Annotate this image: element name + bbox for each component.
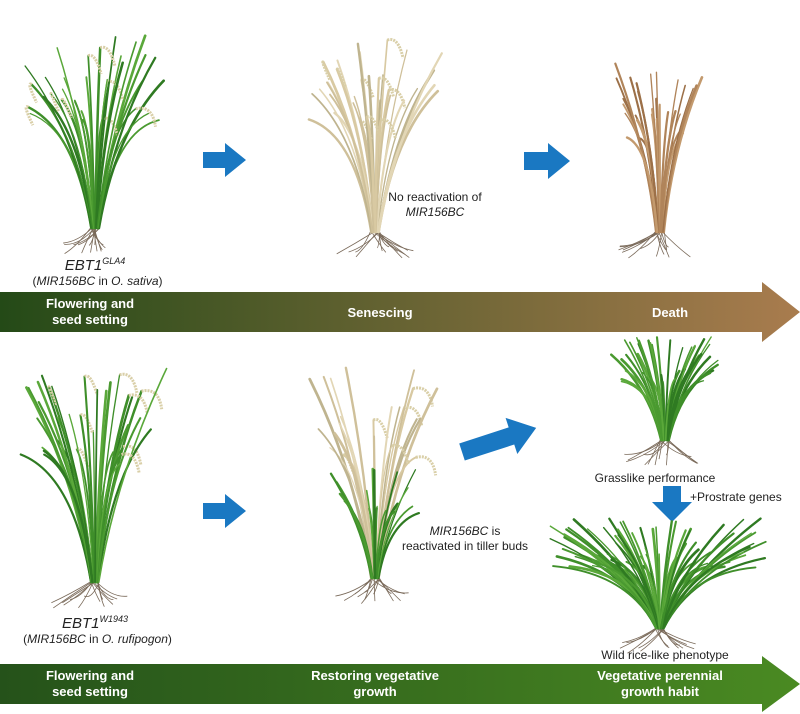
grasslike-plant xyxy=(610,336,719,466)
timeline-arrow-bottom xyxy=(0,656,800,712)
wild-rice-like-plant xyxy=(549,517,767,654)
right-arrow-icon xyxy=(524,143,570,179)
grasslike-label: Grasslike performance xyxy=(594,471,716,485)
stage-senescing: Senescing xyxy=(347,305,413,320)
right-arrow-icon xyxy=(203,494,246,528)
wild-rice-label: Wild rice-like phenotype xyxy=(601,648,729,662)
down-arrow-icon xyxy=(652,486,692,522)
prostrate-genes-label: +Prostrate genes xyxy=(690,490,782,504)
right-arrow-icon xyxy=(203,143,246,177)
top-genotype-note: (MIR156BC in O. sativa) xyxy=(32,274,163,288)
diagonal-arrow-icon xyxy=(459,417,537,461)
dead-rice-plant xyxy=(614,62,704,259)
bottom-genotype-label: EBT1W1943 xyxy=(61,614,129,632)
top-genotype-label: EBT1GLA4 xyxy=(64,256,126,274)
tiller-bud-growth xyxy=(329,467,421,580)
senescing-rice-plant xyxy=(307,38,443,259)
stage-perennial: Vegetative perennial growth habit xyxy=(597,668,723,699)
stage-death: Death xyxy=(651,305,689,320)
flowering-rice-plant-bottom xyxy=(19,367,168,609)
flowering-rice-plant-top xyxy=(24,34,165,254)
stage-restoring: Restoring vegetative growth xyxy=(311,668,439,699)
timeline-arrow-top xyxy=(0,282,800,342)
no-reactivation-note: No reactivation of MIR156BC xyxy=(388,190,482,219)
reactivated-note: MIR156BC is reactivated in tiller buds xyxy=(401,524,529,553)
stage-flowering-bottom: Flowering and seed setting xyxy=(45,668,135,699)
stage-flowering-top: Flowering and seed setting xyxy=(45,296,135,327)
bottom-genotype-note: (MIR156BC in O. rufipogon) xyxy=(23,632,172,646)
